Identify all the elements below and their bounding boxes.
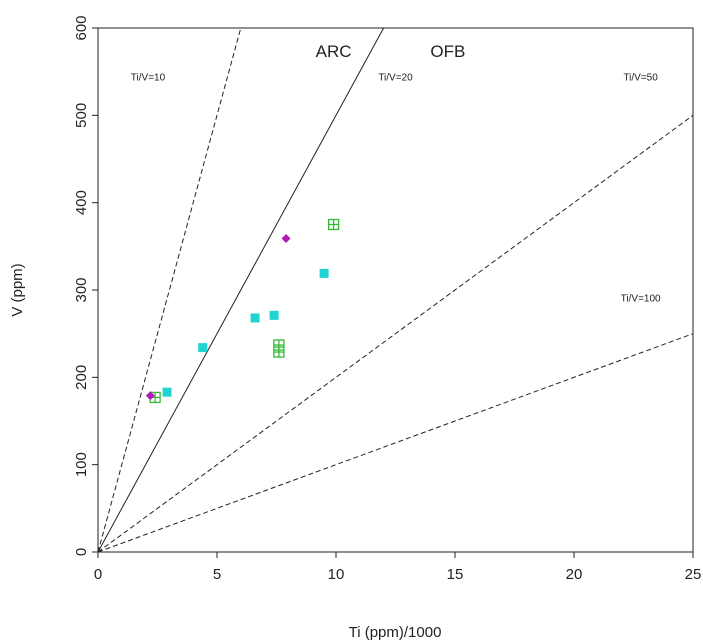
x-tick-label: 25 bbox=[685, 566, 702, 583]
data-point-square bbox=[269, 310, 279, 320]
ref-line-ti-v-10 bbox=[98, 28, 242, 552]
data-point-diamond bbox=[281, 233, 291, 243]
data-point-square bbox=[319, 268, 329, 278]
x-tick-label: 20 bbox=[566, 566, 583, 583]
y-tick-label: 300 bbox=[73, 277, 90, 302]
field-label: OFB bbox=[430, 42, 465, 61]
data-point-boxed-plus bbox=[327, 218, 340, 231]
data-point-diamond bbox=[145, 391, 155, 401]
y-tick-label: 500 bbox=[73, 103, 90, 128]
annotation-labels: Ti/V=10 Ti/V=20 Ti/V=50 Ti/V=100 ARC OFB bbox=[131, 42, 661, 305]
field-label: ARC bbox=[316, 42, 352, 61]
ref-line-ti-v-50 bbox=[98, 114, 693, 552]
x-tick-label: 10 bbox=[328, 566, 345, 583]
data-point-boxed-plus bbox=[273, 339, 285, 351]
data-point-square bbox=[198, 343, 208, 353]
x-axis-title: Ti (ppm)/1000 bbox=[349, 624, 442, 641]
ref-line-label: Ti/V=20 bbox=[378, 72, 413, 83]
ref-line-ti-v-20 bbox=[98, 28, 385, 552]
y-tick-label: 200 bbox=[73, 365, 90, 390]
y-axis-title: V (ppm) bbox=[9, 263, 26, 316]
x-axis: 0 5 10 15 20 25 bbox=[94, 552, 702, 583]
x-tick-label: 15 bbox=[447, 566, 464, 583]
ref-line-label: Ti/V=50 bbox=[623, 72, 658, 83]
data-point-square bbox=[250, 313, 260, 323]
ref-line-label: Ti/V=10 bbox=[131, 72, 166, 83]
plot-frame bbox=[97, 27, 694, 553]
x-tick-label: 5 bbox=[213, 566, 221, 583]
y-tick-label: 600 bbox=[73, 15, 90, 40]
ref-line-ti-v-100 bbox=[98, 333, 693, 552]
data-points bbox=[145, 218, 340, 404]
y-tick-label: 0 bbox=[73, 548, 90, 556]
ref-line-label: Ti/V=100 bbox=[621, 293, 661, 304]
y-axis: 0 100 200 300 400 500 600 bbox=[73, 15, 98, 556]
data-point-square bbox=[162, 387, 172, 397]
y-tick-label: 400 bbox=[73, 190, 90, 215]
y-tick-label: 100 bbox=[73, 452, 90, 477]
reference-lines bbox=[98, 28, 693, 552]
x-tick-label: 0 bbox=[94, 566, 102, 583]
